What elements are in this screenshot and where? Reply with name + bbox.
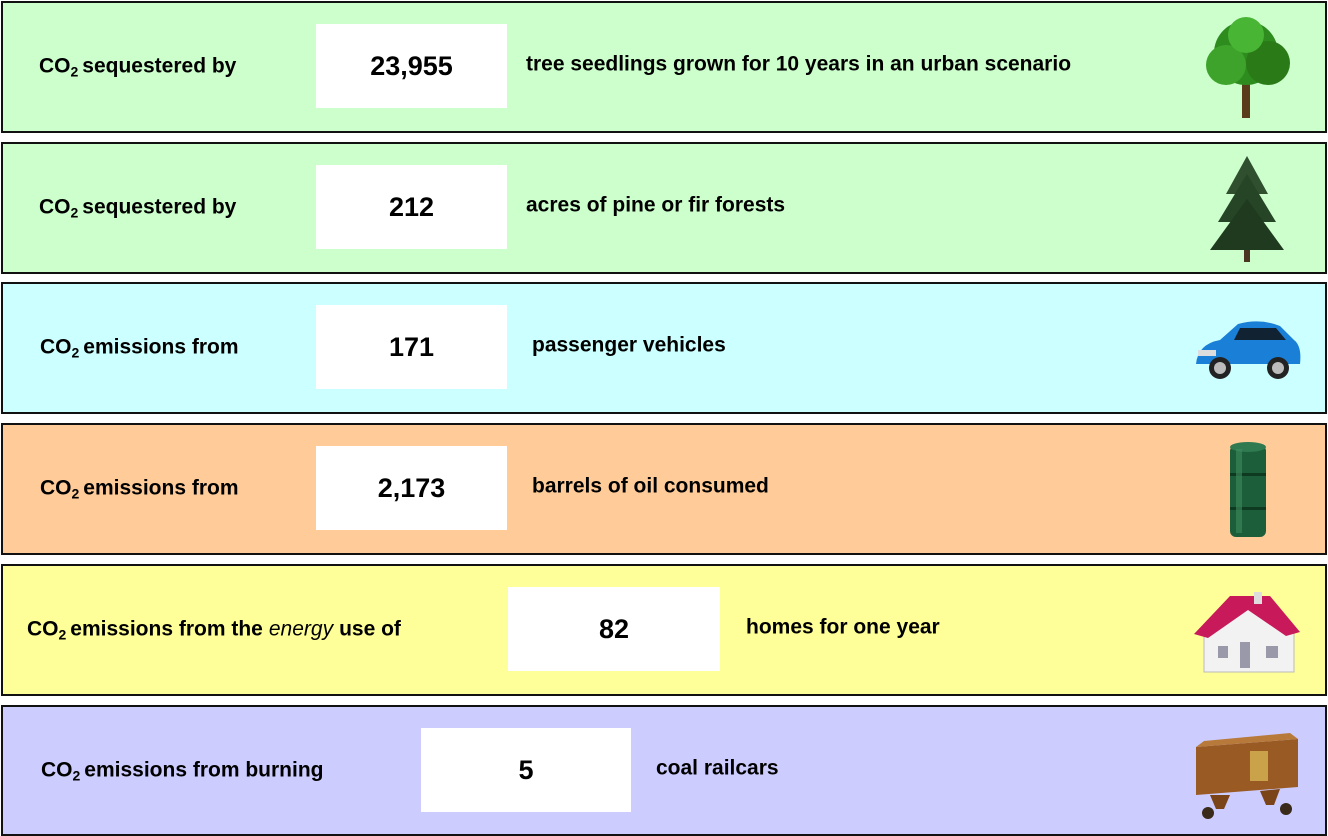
equivalency-row: CO2 emissions from 2,173 barrels of oil c… — [1, 423, 1327, 555]
equivalency-row: CO2 sequestered by 23,955 tree seedlings … — [1, 1, 1327, 133]
label-text: emissions from burning — [84, 758, 324, 781]
row-description: barrels of oil consumed — [532, 474, 769, 498]
barrel-icon — [1230, 442, 1266, 537]
value-box: 23,955 — [316, 24, 507, 108]
equivalency-row: CO2 sequestered by 212 acres of pine or f… — [1, 142, 1327, 274]
label-prefix: CO — [39, 195, 71, 219]
house-icon — [1194, 592, 1300, 673]
car-icon — [1196, 321, 1301, 379]
value-box: 171 — [316, 305, 507, 389]
label-text-after: use of — [339, 617, 401, 641]
label-prefix: CO — [39, 54, 71, 78]
row-description: coal railcars — [656, 756, 779, 780]
label-subscript: 2 — [71, 344, 80, 361]
label-text: emissions from the — [70, 617, 263, 641]
equivalency-row: CO2 emissions from 171 passenger vehicles — [1, 282, 1327, 414]
row-description: acres of pine or fir forests — [526, 193, 786, 217]
row-label: CO2 emissions from — [40, 336, 239, 361]
label-subscript: 2 — [72, 767, 81, 783]
row-description: tree seedlings grown for 10 years in an … — [526, 52, 1072, 76]
label-text: sequestered by — [82, 195, 237, 219]
label-prefix: CO — [41, 758, 73, 781]
row-label: CO2 emissions from the energy use of — [27, 618, 401, 643]
tree-icon — [1206, 17, 1290, 118]
value-box: 2,173 — [316, 446, 507, 530]
pine-icon — [1210, 156, 1284, 262]
label-emphasis: energy — [268, 617, 334, 641]
label-text: sequestered by — [82, 54, 237, 78]
label-subscript: 2 — [70, 204, 79, 221]
row-description: homes for one year — [746, 615, 940, 639]
railcar-icon — [1196, 733, 1298, 819]
value-box: 5 — [421, 728, 631, 812]
value-box: 212 — [316, 165, 507, 249]
value-box: 82 — [508, 587, 720, 671]
equivalency-row: CO2 emissions from the energy use of 82 hom… — [1, 564, 1327, 696]
label-text: emissions from — [83, 476, 239, 500]
label-prefix: CO — [40, 335, 72, 359]
label-subscript: 2 — [71, 485, 80, 502]
row-description: passenger vehicles — [532, 333, 726, 357]
label-text: emissions from — [83, 335, 239, 359]
label-prefix: CO — [40, 476, 72, 500]
label-subscript: 2 — [58, 626, 67, 643]
label-subscript: 2 — [70, 63, 79, 80]
equivalency-row: CO2 emissions from burning 5 coal railcar… — [1, 705, 1327, 836]
row-label: CO2 sequestered by — [39, 196, 236, 221]
label-prefix: CO — [27, 617, 59, 641]
row-label: CO2 emissions from burning — [41, 758, 324, 783]
row-label: CO2 emissions from — [40, 477, 239, 502]
row-label: CO2 sequestered by — [39, 55, 236, 80]
